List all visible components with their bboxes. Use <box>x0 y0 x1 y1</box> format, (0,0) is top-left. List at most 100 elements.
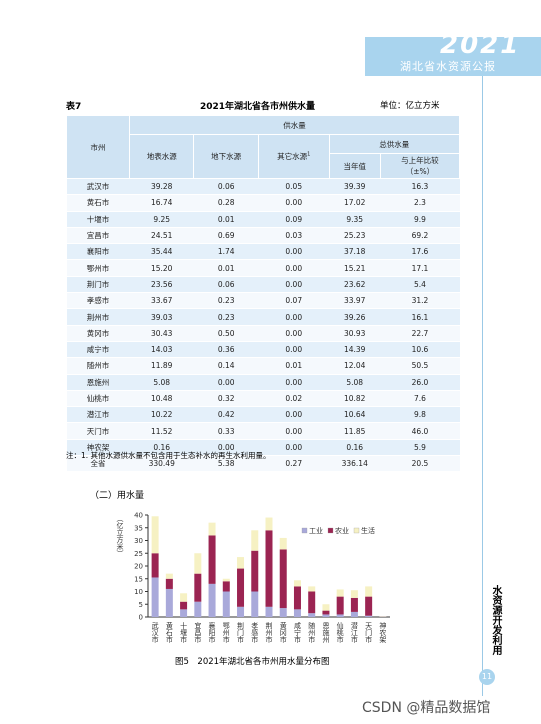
table-cell: 5.4 <box>380 276 460 294</box>
table-cell: 0.00 <box>258 243 330 261</box>
bar-segment <box>336 614 344 617</box>
bar-segment <box>165 588 173 617</box>
table-cell: 330.49 <box>129 455 194 473</box>
table-cell: 仙桃市 <box>66 390 130 408</box>
bar-segment <box>180 593 188 602</box>
table-cell: 0.16 <box>129 439 194 457</box>
x-tick-label: 武汉市 <box>151 621 159 644</box>
table-cell: 0.00 <box>258 374 330 391</box>
footnote-mark: 1 <box>307 151 311 158</box>
table-cell: 1.74 <box>193 243 259 261</box>
table-cell: 0.69 <box>193 227 259 245</box>
table-cell: 0.33 <box>193 422 259 440</box>
bar-segment <box>180 601 188 610</box>
legend-label: 生活 <box>361 526 375 535</box>
table-cell: 宜昌市 <box>66 227 130 245</box>
table-cell: 5.38 <box>193 455 259 473</box>
table-row: 仙桃市 10.48 0.32 0.02 10.82 7.6 <box>66 390 460 408</box>
legend-swatch <box>353 527 360 534</box>
table-cell: 襄阳市 <box>66 243 130 261</box>
bar-segment <box>365 586 373 597</box>
table-cell: 35.44 <box>129 243 194 261</box>
table-cell: 39.26 <box>329 308 381 326</box>
table-cell: 16.74 <box>129 194 194 212</box>
bar-segment <box>308 586 316 592</box>
table-cell: 26.0 <box>380 374 460 391</box>
table-row: 荆门市 23.56 0.06 0.00 23.62 5.4 <box>66 276 460 294</box>
x-tick-label: 随州市 <box>308 621 316 644</box>
table-cell: 0.00 <box>258 276 330 294</box>
table-cell: 39.39 <box>329 178 381 196</box>
bar-segment <box>208 583 216 617</box>
bar-segment <box>208 522 216 536</box>
table-cell: 0.00 <box>258 325 330 342</box>
table-cell: 9.8 <box>380 406 460 424</box>
table-cell: 0.00 <box>258 194 330 212</box>
bar-segment <box>151 577 159 617</box>
side-text: 水资源开发利用 <box>490 585 501 655</box>
table-cell: 20.5 <box>380 455 460 473</box>
bar-segment <box>308 613 316 617</box>
table-row: 黄冈市 30.43 0.50 0.00 30.93 22.7 <box>66 325 460 342</box>
bar-segment <box>222 578 230 582</box>
table-row: 潜江市 10.22 0.42 0.00 10.64 9.8 <box>66 406 460 424</box>
x-tick-label: 潜江市 <box>350 621 358 644</box>
table-cell: 0.02 <box>258 390 330 408</box>
table-cell: 46.0 <box>380 422 460 440</box>
table-cell: 潜江市 <box>66 406 130 424</box>
x-tick-label: 鄂州市 <box>222 621 230 644</box>
x-tick-label: 咸宁市 <box>293 621 301 644</box>
supply-table: 市州 供水量 地表水源 地下水源 其它水源1 总供水量 当年值 与上年比较 （±%） 武汉市… <box>66 115 461 473</box>
table-cell: 69.2 <box>380 227 460 245</box>
x-tick-label: 仙桃市 <box>336 621 344 644</box>
bar-segment <box>308 591 316 614</box>
table-title: 2021年湖北省各市州供水量 <box>200 102 316 112</box>
x-tick-label: 黄冈市 <box>279 621 287 644</box>
table-row: 鄂州市 15.20 0.01 0.00 15.21 17.1 <box>66 259 460 277</box>
y-tick-label: 40 <box>134 512 143 520</box>
header-cell: 地下水源 <box>193 134 259 179</box>
table-cell: 荆州市 <box>66 308 130 326</box>
table-cell: 0.23 <box>193 308 259 326</box>
bar-segment <box>251 530 259 551</box>
bar-segment <box>165 578 173 589</box>
bar-segment <box>237 568 245 607</box>
table-cell: 11.85 <box>329 422 381 440</box>
bar-segment <box>265 517 273 531</box>
table-cell: 17.02 <box>329 194 381 212</box>
table-cell: 15.20 <box>129 259 194 277</box>
table-cell: 9.9 <box>380 211 460 228</box>
table-cell: 0.28 <box>193 194 259 212</box>
table-row: 十堰市 9.25 0.01 0.09 9.35 9.9 <box>66 211 460 228</box>
bar-segment <box>279 608 287 617</box>
bar-segment <box>222 581 230 592</box>
header-cell: 供水量 <box>129 115 460 135</box>
table-cell: 0.09 <box>258 211 330 228</box>
table-cell: 0.00 <box>258 439 330 457</box>
bar-segment <box>151 553 159 578</box>
table-row: 随州市 11.89 0.14 0.01 12.04 50.5 <box>66 357 460 375</box>
table-cell: 33.67 <box>129 292 194 310</box>
table-cell: 孝感市 <box>66 292 130 310</box>
table-cell: 神农架 <box>66 439 130 457</box>
table-cell: 11.52 <box>129 422 194 440</box>
chart: 0 5 10 15 20 25 30 35 40 （亿立方米） 武汉市 黄石市 十堰市 宜昌市 襄阳市 鄂州市… <box>116 512 390 644</box>
y-tick-label: 30 <box>134 537 143 545</box>
bar-segment <box>350 611 358 617</box>
table-cell: 0.36 <box>193 341 259 359</box>
table-cell: 23.56 <box>129 276 194 294</box>
table-cell: 9.25 <box>129 211 194 228</box>
y-tick-label: 15 <box>134 575 143 583</box>
x-tick-label: 荆门市 <box>237 621 245 644</box>
table-row: 武汉市 39.28 0.06 0.05 39.39 16.3 <box>66 178 460 196</box>
table-row: 宜昌市 24.51 0.69 0.03 25.23 69.2 <box>66 227 460 245</box>
table-cell: 10.22 <box>129 406 194 424</box>
bar-segment <box>293 586 301 610</box>
side-rule <box>482 76 483 696</box>
table-cell: 武汉市 <box>66 178 130 196</box>
table-row: 黄石市 16.74 0.28 0.00 17.02 2.3 <box>66 194 460 212</box>
table-cell: 16.3 <box>380 178 460 196</box>
table-cell: 十堰市 <box>66 211 130 228</box>
table-cell: 10.82 <box>329 390 381 408</box>
header-cell: 地表水源 <box>128 134 195 179</box>
